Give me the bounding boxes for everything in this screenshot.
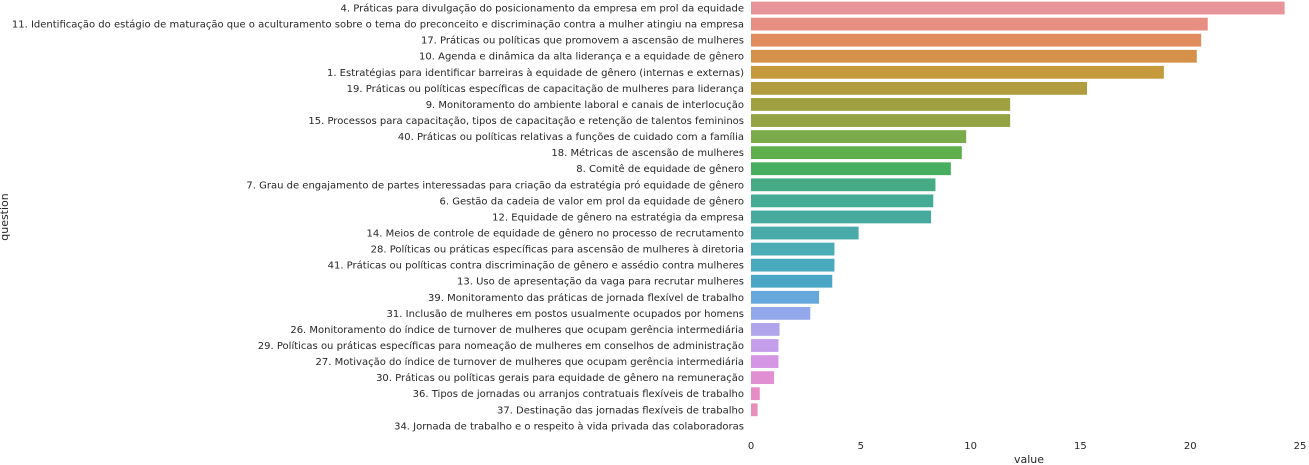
bar [751,355,779,368]
category-label: 34. Jornada de trabalho e o respeito à v… [394,420,744,432]
category-label: 1. Estratégias para identificar barreira… [327,67,744,79]
bar [751,323,780,336]
x-tick-label: 0 [748,441,754,452]
category-label: 11. Identificação do estágio de maturaçã… [12,19,744,31]
x-tick-label: 15 [1074,441,1087,452]
category-label: 30. Práticas ou políticas gerais para eq… [376,372,744,384]
x-tick-label: 5 [858,441,864,452]
bar [751,387,760,401]
category-label: 14. Meios de controle de equidade de gên… [367,228,744,240]
bars-group [751,1,1285,417]
category-label: 8. Comitê de equidade de gênero [576,163,744,175]
category-label: 40. Práticas ou políticas relativas a fu… [398,131,744,143]
bar [751,290,820,304]
category-label: 17. Práticas ou políticas que promovem a… [421,35,744,47]
bar [751,210,932,224]
x-tick-label: 25 [1294,441,1307,452]
x-tick-label: 20 [1184,441,1197,452]
bar [751,146,962,160]
category-label: 10. Agenda e dinâmica da alta liderança … [419,51,744,63]
x-axis-title: value [1014,453,1044,465]
category-label: 39. Monitoramento das práticas de jornad… [428,292,744,304]
bar [751,178,936,192]
bar [751,98,1011,111]
category-label: 29. Políticas ou práticas específicas pa… [258,340,744,352]
category-label: 36. Tipos de jornadas ou arranjos contra… [413,388,744,400]
category-label: 26. Monitoramento do índice de turnover … [290,324,744,336]
bar [751,194,934,208]
x-axis-ticks: 0 5 10 15 20 25 [748,441,1307,452]
bar [751,274,833,288]
bar [751,114,1011,127]
bar [751,49,1197,63]
bar [751,1,1285,15]
category-label: 9. Monitoramento do ambiente laboral e c… [426,100,744,111]
bar [751,242,835,256]
category-label: 18. Métricas de ascensão de mulheres [551,147,744,159]
category-label: 4. Práticas para divulgação do posiciona… [341,3,744,15]
category-label: 28. Políticas ou práticas específicas pa… [371,244,744,256]
category-label: 27. Motivação do índice de turnover de m… [316,356,744,368]
bar [751,17,1208,31]
category-label: 12. Equidade de gênero na estratégia da … [492,211,744,223]
category-label: 41. Práticas ou políticas contra discrim… [328,260,744,272]
category-label: 31. Inclusão de mulheres em postos usual… [387,309,744,320]
x-tick-label: 10 [964,441,977,452]
bar [751,258,835,272]
bar [751,403,758,417]
category-label: 6. Gestão da cadeia de valor em prol da … [440,195,744,207]
bar [751,226,859,240]
bar [751,306,811,320]
category-labels: 4. Práticas para divulgação do posiciona… [12,3,744,433]
category-label: 19. Práticas ou políticas específicas de… [347,83,744,95]
bar [751,65,1164,79]
y-axis-title: question [0,193,11,241]
category-label: 37. Destinação das jornadas flexíveis de… [497,404,744,416]
bar [751,130,967,143]
bar [751,371,775,385]
category-label: 13. Uso de apresentação da vaga para rec… [457,277,744,288]
bar [751,339,779,352]
bar [751,81,1087,95]
bar [751,33,1202,47]
category-label: 15. Processos para capacitação, tipos de… [308,116,744,127]
bar [751,162,951,176]
category-label: 7. Grau de engajamento de partes interes… [246,179,744,191]
